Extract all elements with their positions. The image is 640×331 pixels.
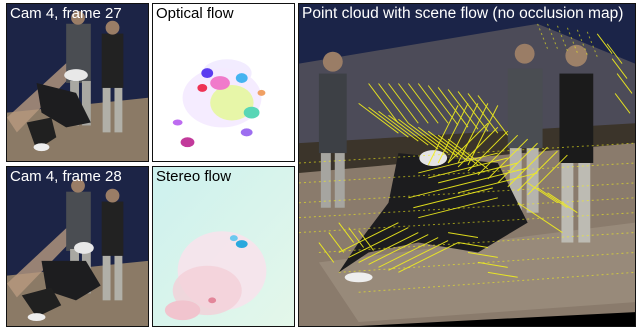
- optical-flow-panel: Optical flow: [152, 3, 295, 162]
- point-cloud-image: [299, 4, 635, 326]
- optical-flow-image: [153, 4, 294, 161]
- point-cloud-panel: Point cloud with scene flow (no occlusio…: [298, 3, 636, 327]
- camera-frame-28-panel: Cam 4, frame 28: [6, 166, 149, 327]
- stereo-flow-panel: Stereo flow: [152, 166, 295, 327]
- camera-frame-28-image: [7, 167, 148, 326]
- camera-frame-27-image: [7, 4, 148, 161]
- stereo-flow-image: [153, 167, 294, 326]
- camera-frame-27-panel: Cam 4, frame 27: [6, 3, 149, 162]
